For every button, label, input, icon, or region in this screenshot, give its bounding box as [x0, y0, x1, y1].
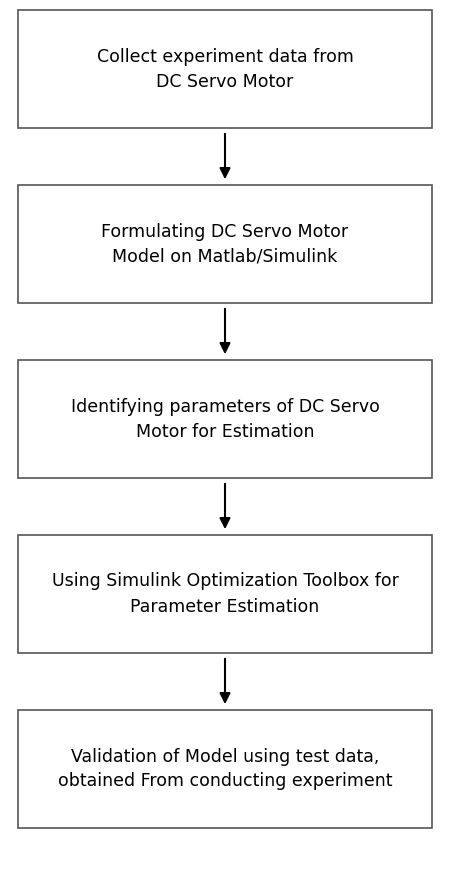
Bar — [18, 710, 432, 828]
Text: Collect experiment data from
DC Servo Motor: Collect experiment data from DC Servo Mo… — [97, 47, 353, 91]
Text: Using Simulink Optimization Toolbox for
Parameter Estimation: Using Simulink Optimization Toolbox for … — [52, 573, 398, 615]
Bar — [18, 10, 432, 128]
Text: Formulating DC Servo Motor
Model on Matlab/Simulink: Formulating DC Servo Motor Model on Matl… — [101, 223, 349, 266]
Bar — [18, 360, 432, 478]
Text: Identifying parameters of DC Servo
Motor for Estimation: Identifying parameters of DC Servo Motor… — [71, 398, 379, 440]
Text: Validation of Model using test data,
obtained From conducting experiment: Validation of Model using test data, obt… — [58, 748, 392, 790]
Bar — [18, 185, 432, 303]
Bar — [18, 535, 432, 653]
